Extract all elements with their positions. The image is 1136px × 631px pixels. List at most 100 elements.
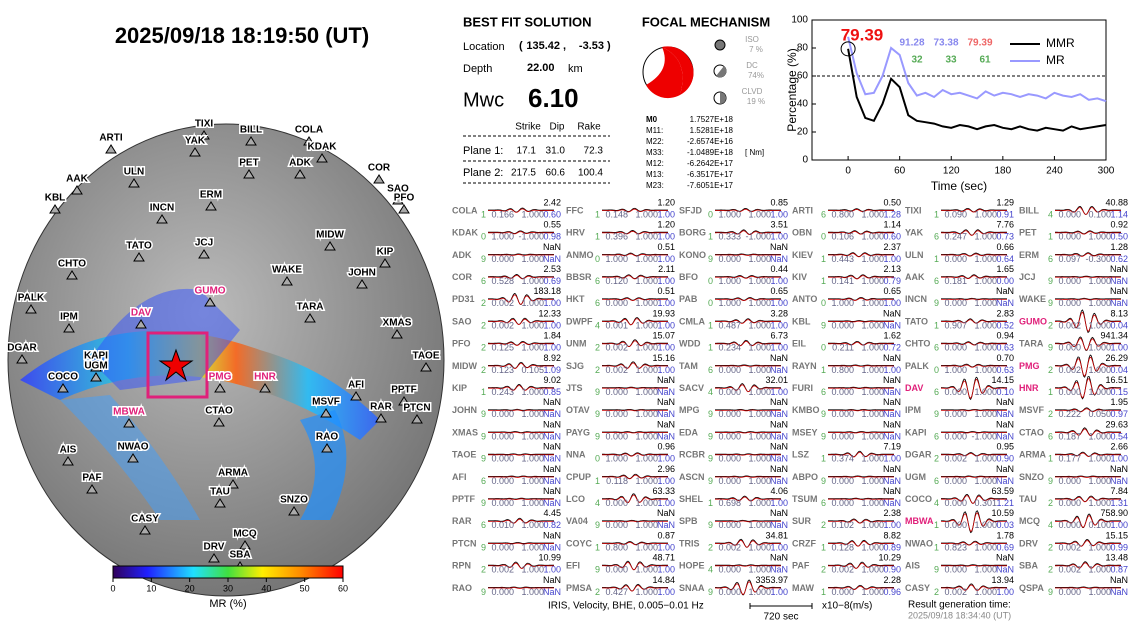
station-count: 6 (595, 298, 600, 308)
station-marker (321, 443, 333, 453)
station-value: NaN (883, 464, 901, 474)
waveform-observed (1054, 297, 1121, 300)
station-value: NaN (770, 353, 788, 363)
waveform-synthetic (1054, 515, 1122, 528)
waveform-observed (940, 475, 1008, 478)
station-stat: 1.000 (521, 520, 544, 530)
waveform-observed (827, 584, 895, 590)
station-ratio: 1.00 (883, 254, 901, 264)
waveform-synthetic (827, 275, 895, 280)
waveform-synthetic (1054, 408, 1122, 413)
station-name: ASCN (679, 472, 705, 482)
station-stat: 1.000 (635, 254, 658, 264)
station-marker (189, 147, 201, 157)
station-count: 9 (708, 409, 713, 419)
station-stat: 1.000 (974, 365, 997, 375)
station-count: 0 (595, 254, 600, 264)
station-name: DAV (905, 383, 923, 393)
station-stat: 1.000 (1088, 587, 1111, 597)
station-name: MIDW (452, 361, 477, 371)
station-value: 13.48 (1105, 553, 1128, 563)
station-count: 2 (481, 565, 486, 575)
station-name: MSVF (1019, 405, 1045, 415)
station-ratio: 1.00 (657, 498, 675, 508)
waveform-observed (487, 431, 555, 433)
waveform-observed (1054, 586, 1122, 589)
station-ratio: 1.21 (996, 498, 1014, 508)
label: Location (463, 41, 505, 53)
station-stat: 1.000 (748, 409, 771, 419)
station-name: UGM (905, 472, 926, 482)
waveform-synthetic (940, 541, 1008, 546)
comma: , (563, 40, 566, 52)
station-count: 9 (708, 520, 713, 530)
station-value: NaN (543, 530, 561, 540)
station-ratio: NaN (1110, 476, 1128, 486)
waveform-synthetic (827, 341, 894, 346)
station-marker (320, 408, 332, 418)
station-value: 6.73 (770, 331, 788, 341)
station-value: NaN (883, 486, 901, 496)
station-count: 2 (934, 454, 939, 464)
waveform-synthetic (827, 585, 895, 590)
station-stat: 1.000 (974, 343, 997, 353)
station-label: RAO (316, 432, 338, 443)
waveform-synthetic (1054, 311, 1122, 332)
station-ratio: NaN (657, 520, 675, 530)
station-stat: 1.000 (635, 520, 658, 530)
waveform-synthetic (714, 319, 782, 324)
station-ratio: 0.89 (883, 542, 901, 552)
station-stat: 1.000 (635, 454, 658, 464)
station-name: OTAV (566, 405, 590, 415)
station-name: SBA (1019, 561, 1039, 571)
station-value: 1.14 (883, 220, 901, 230)
unit: km (568, 63, 583, 75)
waveform-observed (827, 431, 895, 433)
waveform-synthetic (487, 476, 554, 478)
station-label: DAV (131, 308, 152, 319)
station-stat: 1.000 (748, 431, 771, 441)
station-ratio: 0.52 (996, 320, 1014, 330)
station-stat: 0.000 (944, 254, 967, 264)
station-count: 6 (481, 476, 486, 486)
waveform-synthetic (487, 409, 554, 412)
station-name: BORG (679, 228, 706, 238)
station-stat: 0.100 (1088, 209, 1111, 219)
station-name: CRZF (792, 538, 816, 548)
station-value: 0.92 (1110, 220, 1128, 230)
waveform-synthetic (487, 318, 555, 325)
station-label: CASY (131, 514, 159, 525)
station-ratio: NaN (770, 409, 788, 419)
tick-label: 40 (261, 583, 271, 593)
comp-pct: 74% (748, 71, 764, 80)
station-stat: 1.000 (861, 298, 884, 308)
station-stat: 1.000 (748, 520, 771, 530)
station-marker (57, 383, 69, 393)
waveform-observed (487, 517, 555, 524)
waveform-synthetic (714, 365, 781, 367)
station-stat: 0.907 (944, 320, 967, 330)
station-value: 1.95 (1110, 397, 1128, 407)
station-stat: 0.000 (944, 409, 967, 419)
station-name: ULN (905, 250, 924, 260)
station-stat: 1.000 (635, 232, 658, 242)
tick-label: 60 (338, 583, 348, 593)
waveform-observed (940, 583, 1008, 591)
station-stat: 1.000 (521, 276, 544, 286)
station-value: 0.65 (883, 286, 901, 296)
station-label: TARA (296, 302, 323, 313)
waveform-observed (487, 586, 554, 589)
station-label: AAK (66, 174, 88, 185)
station-value: NaN (770, 464, 788, 474)
station-stat: 1.000 (521, 431, 544, 441)
station-ratio: 1.00 (657, 587, 675, 597)
station-label: PAF (82, 473, 101, 484)
station-count: 9 (595, 565, 600, 575)
station-ratio: 0.04 (1110, 320, 1128, 330)
solution: BEST FIT SOLUTION Location ( 135.42 , -3… (463, 14, 611, 184)
station-count: 2 (1048, 565, 1053, 575)
plane-label: Plane 2: (463, 167, 503, 179)
station-marker (16, 354, 28, 364)
x-tick-label: 300 (1098, 166, 1115, 177)
